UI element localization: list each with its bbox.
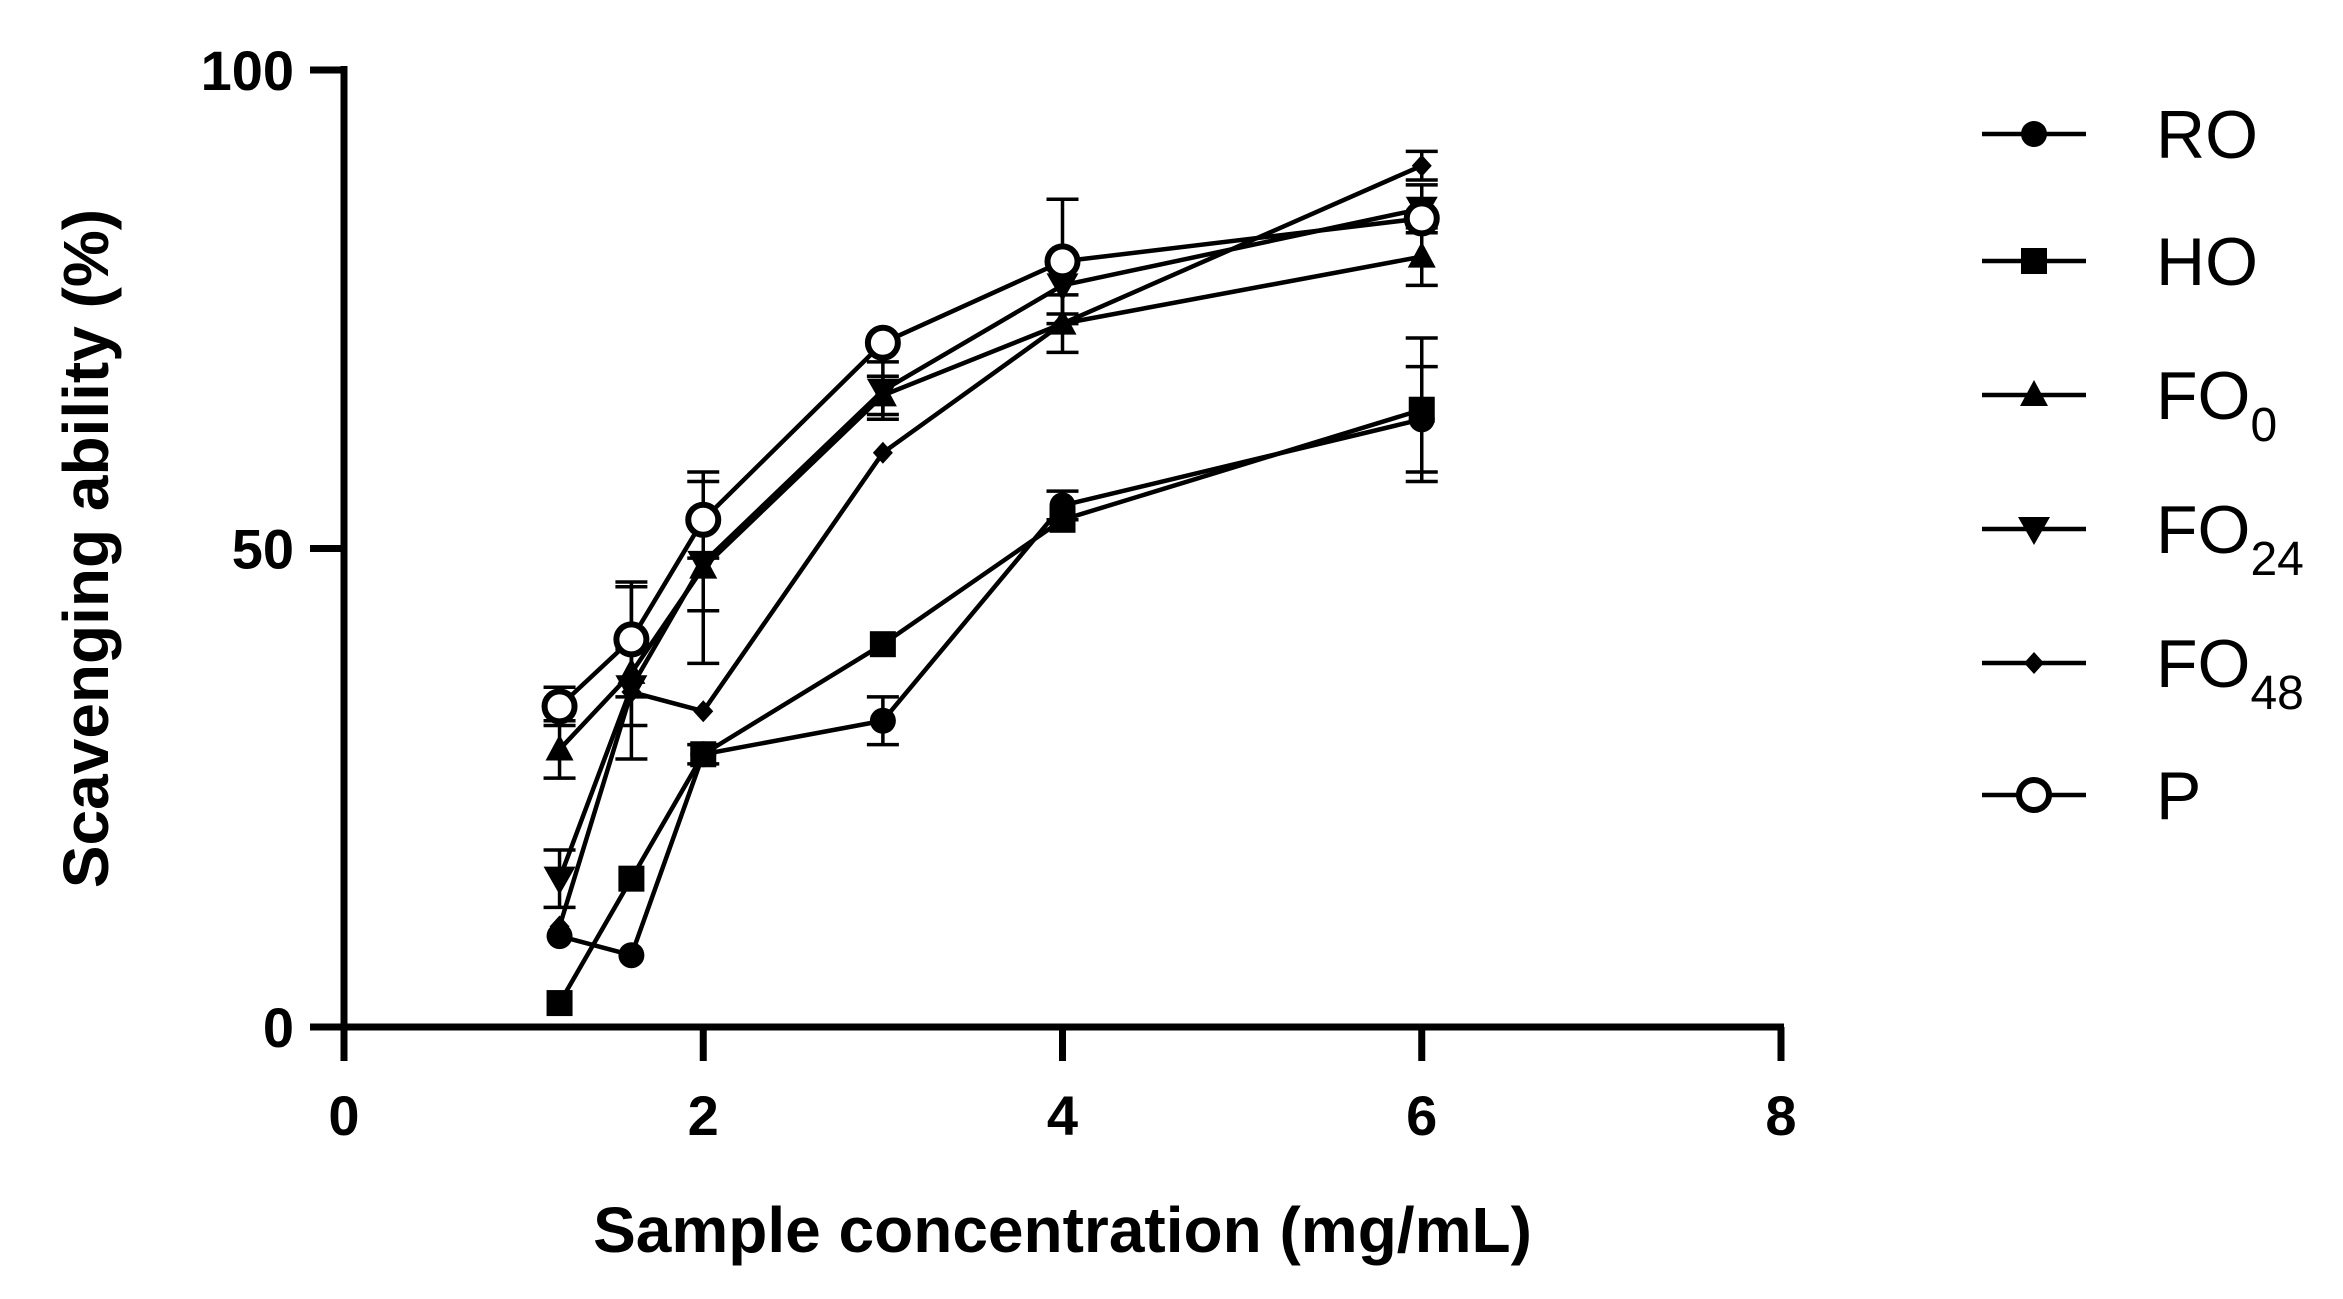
axes: 0 2 4 6 8 0 50 100 — [201, 39, 1797, 1147]
open-circle-marker — [1044, 243, 1081, 280]
square-marker — [690, 741, 717, 768]
series-ro — [546, 364, 1438, 969]
square-marker — [546, 990, 573, 1017]
legend-label: HO — [2156, 224, 2258, 300]
legend-item-fo24: FO24 — [1982, 492, 2304, 586]
triangle-down-marker — [2018, 517, 2050, 545]
legend-label-main: FO — [2156, 358, 2250, 434]
triangle-down-marker — [866, 378, 899, 407]
diamond-marker — [1411, 154, 1432, 177]
legend-label-main: P — [2156, 758, 2201, 834]
series-line-p — [558, 216, 1423, 709]
diamond-marker — [693, 700, 714, 723]
legend-label-sub: 24 — [2250, 533, 2303, 586]
circle-marker — [618, 942, 645, 969]
x-axis-title: Sample concentration (mg/mL) — [593, 1194, 1532, 1266]
y-axis-title: Scavenging ability (%) — [50, 209, 122, 888]
legend-item-fo48: FO48 — [1982, 626, 2304, 720]
legend-label: RO — [2156, 97, 2258, 173]
series-line-fo0 — [557, 254, 1423, 752]
legend-label-main: FO — [2156, 626, 2250, 702]
y-tick-label: 0 — [263, 996, 294, 1059]
square-marker — [1408, 396, 1435, 423]
diamond-marker — [2024, 652, 2044, 674]
open-circle-marker — [685, 501, 722, 538]
series-layer — [541, 149, 1440, 1017]
legend-label: FO24 — [2156, 492, 2304, 586]
legend-label: FO0 — [2156, 358, 2277, 452]
circle-marker — [869, 707, 896, 734]
open-circle-marker — [864, 324, 901, 361]
legend-label-main: RO — [2156, 97, 2258, 173]
legend-item-fo0: FO0 — [1982, 358, 2277, 452]
series-p — [541, 197, 1440, 728]
x-tick-label: 4 — [1047, 1084, 1078, 1147]
y-tick-label: 100 — [201, 39, 294, 102]
x-tick-label: 6 — [1406, 1084, 1437, 1147]
legend-label-main: HO — [2156, 224, 2258, 300]
triangle-up-marker — [1407, 241, 1436, 268]
triangle-up-marker — [545, 734, 574, 761]
x-tick-label: 2 — [688, 1084, 719, 1147]
diamond-marker — [872, 441, 893, 464]
open-circle-marker — [613, 621, 650, 658]
triangle-up-marker — [2020, 380, 2048, 406]
square-marker — [618, 865, 645, 892]
legend-label-main: FO — [2156, 492, 2250, 568]
legend-item-p: P — [1982, 758, 2201, 834]
series-fo48 — [549, 149, 1438, 938]
legend-item-ho: HO — [1982, 224, 2258, 300]
x-tick-label: 8 — [1765, 1084, 1796, 1147]
series-line-ro — [558, 417, 1423, 958]
square-marker — [1049, 506, 1076, 533]
series-line-fo24 — [557, 206, 1423, 880]
diamond-marker — [549, 915, 570, 938]
legend-label-sub: 48 — [2250, 667, 2303, 720]
series-line-ho — [557, 407, 1423, 1005]
open-circle-marker — [1403, 200, 1440, 237]
y-tick-label: 50 — [232, 518, 294, 581]
triangle-down-marker — [543, 866, 576, 895]
series-fo0 — [543, 226, 1438, 780]
x-tick-label: 0 — [328, 1084, 359, 1147]
series-ho — [546, 336, 1438, 1017]
series-line-fo48 — [557, 163, 1423, 928]
legend-item-ro: RO — [1982, 97, 2258, 173]
legend-label-sub: 0 — [2250, 399, 2277, 452]
legend-label: P — [2156, 758, 2201, 834]
open-circle-marker — [2016, 777, 2052, 813]
legend-label: FO48 — [2156, 626, 2304, 720]
circle-marker — [2021, 121, 2047, 147]
square-marker — [869, 631, 896, 658]
open-circle-marker — [541, 688, 578, 725]
square-marker — [2021, 248, 2047, 274]
